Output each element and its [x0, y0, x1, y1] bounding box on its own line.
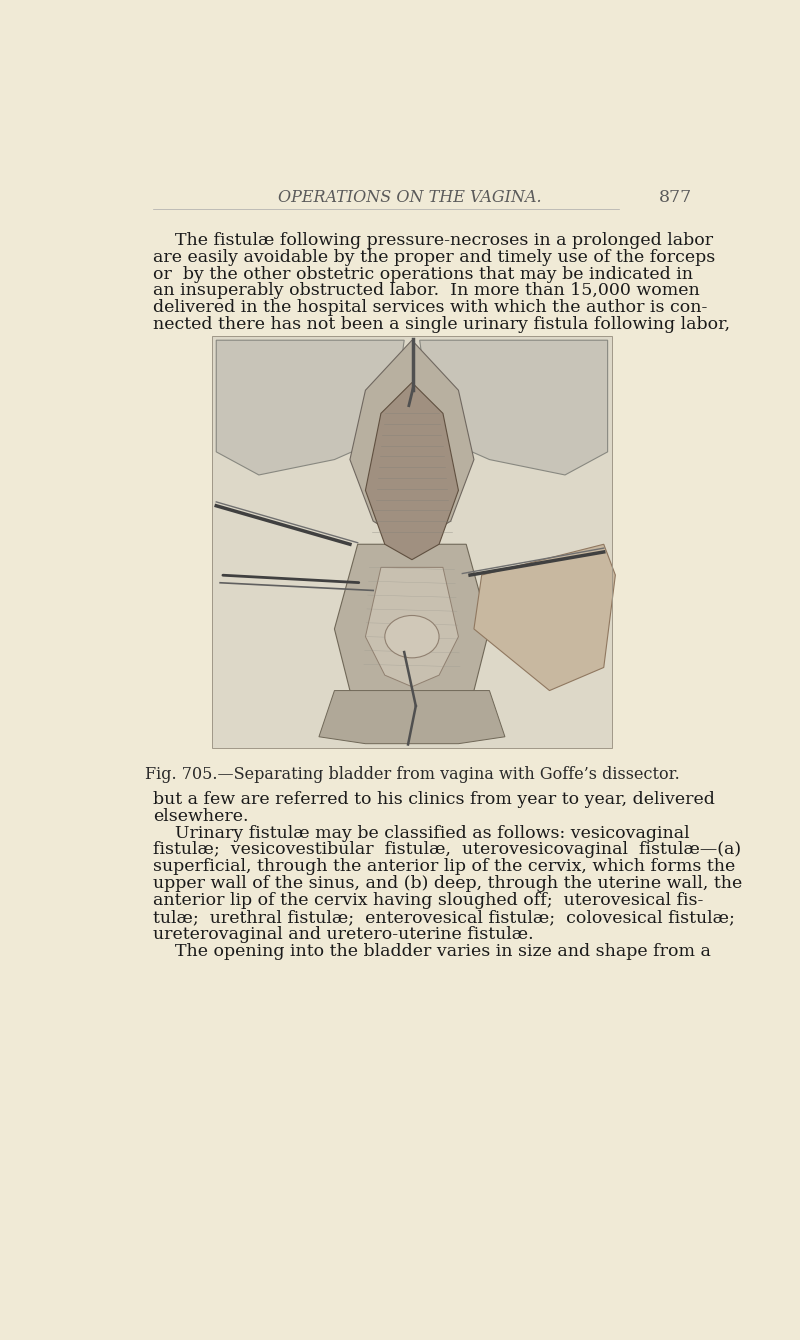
Polygon shape [319, 690, 505, 744]
Text: an insuperably obstructed labor.  In more than 15,000 women: an insuperably obstructed labor. In more… [153, 283, 699, 299]
Polygon shape [216, 340, 404, 474]
Text: Urinary fistulæ may be classified as follows: vesicovaginal: Urinary fistulæ may be classified as fol… [153, 824, 690, 842]
Text: The opening into the bladder varies in size and shape from a: The opening into the bladder varies in s… [153, 943, 710, 961]
Polygon shape [474, 544, 615, 690]
Text: ureterovaginal and uretero-uterine fistulæ.: ureterovaginal and uretero-uterine fistu… [153, 926, 534, 943]
Text: elsewhere.: elsewhere. [153, 808, 248, 824]
Text: but a few are referred to his clinics from year to year, delivered: but a few are referred to his clinics fr… [153, 791, 714, 808]
Polygon shape [366, 567, 458, 686]
Text: are easily avoidable by the proper and timely use of the forceps: are easily avoidable by the proper and t… [153, 249, 715, 265]
Text: Fig. 705.—Separating bladder from vagina with Goffe’s dissector.: Fig. 705.—Separating bladder from vagina… [145, 766, 679, 783]
Text: superficial, through the anterior lip of the cervix, which forms the: superficial, through the anterior lip of… [153, 859, 735, 875]
Text: 877: 877 [658, 189, 692, 206]
Polygon shape [334, 544, 490, 721]
Text: fistulæ;  vesicovestibular  fistulæ,  uterovesicovaginal  fistulæ—(a): fistulæ; vesicovestibular fistulæ, utero… [153, 842, 741, 859]
Bar [212, 336, 611, 748]
Polygon shape [350, 340, 474, 544]
Bar [212, 336, 611, 748]
Text: The fistulæ following pressure-necroses in a prolonged labor: The fistulæ following pressure-necroses … [153, 232, 713, 249]
Polygon shape [420, 340, 608, 474]
Text: tulæ;  urethral fistulæ;  enterovesical fistulæ;  colovesical fistulæ;: tulæ; urethral fistulæ; enterovesical fi… [153, 910, 734, 926]
Ellipse shape [385, 615, 439, 658]
Text: upper wall of the sinus, and (b) deep, through the uterine wall, the: upper wall of the sinus, and (b) deep, t… [153, 875, 742, 892]
Text: nected there has not been a single urinary fistula following labor,: nected there has not been a single urina… [153, 316, 730, 334]
Polygon shape [366, 382, 458, 560]
Text: or  by the other obstetric operations that may be indicated in: or by the other obstetric operations tha… [153, 265, 693, 283]
Text: OPERATIONS ON THE VAGINA.: OPERATIONS ON THE VAGINA. [278, 189, 542, 206]
Text: anterior lip of the cervix having sloughed off;  uterovesical fis-: anterior lip of the cervix having slough… [153, 892, 703, 910]
Text: delivered in the hospital services with which the author is con-: delivered in the hospital services with … [153, 299, 707, 316]
